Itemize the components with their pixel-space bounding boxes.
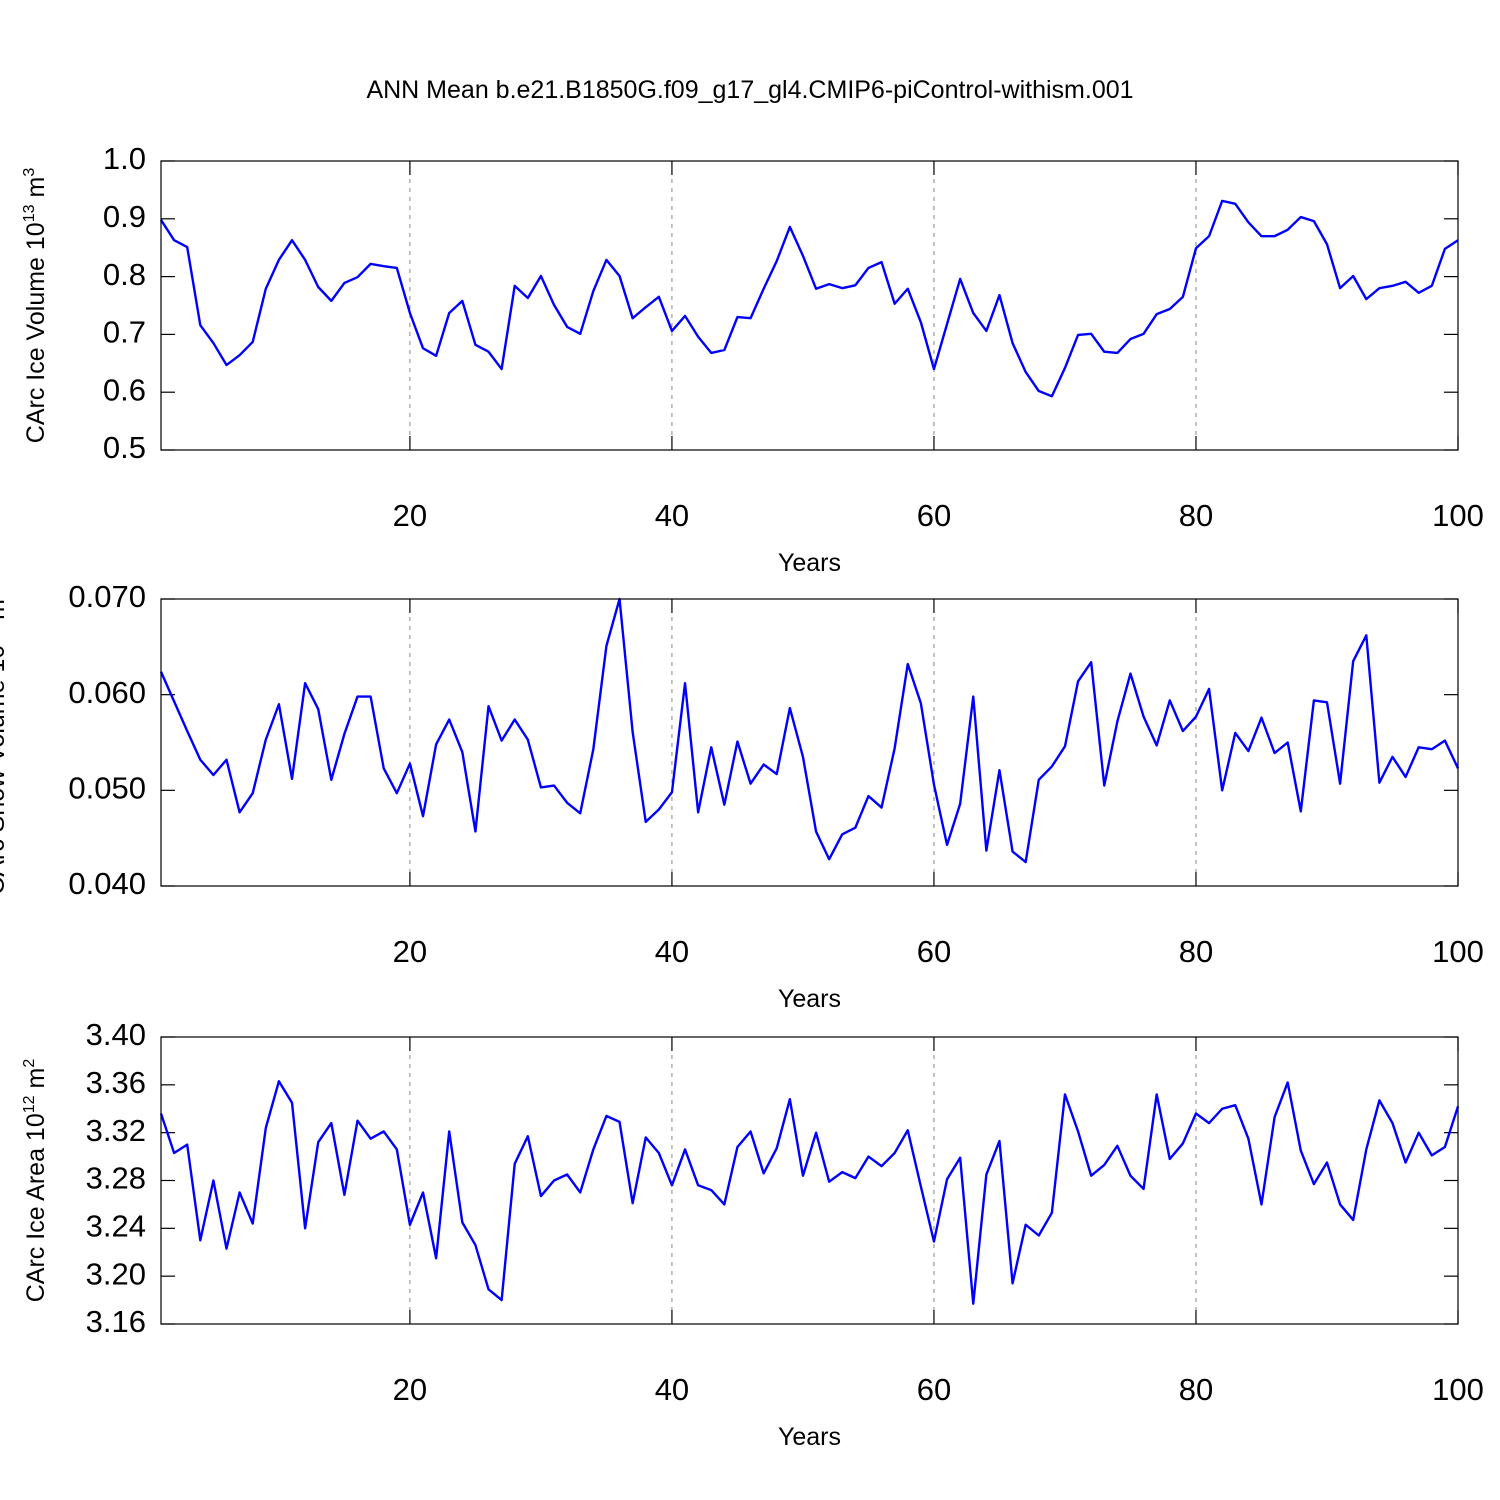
- x-axis-label: Years: [778, 1423, 841, 1451]
- y-tick-label: 3.32: [86, 1113, 146, 1148]
- y-tick-label: 0.6: [103, 372, 146, 407]
- data-line: [159, 1080, 1460, 1305]
- y-axis-label-part: CArc Ice Volume 10: [22, 222, 50, 443]
- y-axis-label-exponent: 3: [21, 168, 38, 177]
- x-tick-label: 60: [917, 498, 951, 533]
- y-tick-label: 0.5: [103, 430, 146, 465]
- y-axis-label: CArc Snow Volume 1013m3: [0, 590, 10, 895]
- x-axis-label: Years: [778, 985, 841, 1013]
- y-tick-label: 0.040: [68, 866, 146, 901]
- y-axis-label-exponent: 12: [21, 1095, 38, 1113]
- x-tick-label: 100: [1432, 498, 1484, 533]
- y-tick-label: 0.7: [103, 315, 146, 350]
- plot-frame: [160, 1036, 1459, 1325]
- y-axis-label-part: CArc Snow Volume 10: [0, 645, 10, 895]
- plot-frame: [160, 160, 1459, 451]
- y-tick-label: 1.0: [103, 141, 146, 176]
- figure-title: ANN Mean b.e21.B1850G.f09_g17_gl4.CMIP6-…: [366, 76, 1133, 104]
- y-tick-label: 3.16: [86, 1304, 146, 1339]
- x-tick-label: 100: [1432, 1372, 1484, 1407]
- y-axis-label-part: CArc Ice Area 10: [22, 1113, 50, 1302]
- data-line: [159, 597, 1460, 864]
- y-tick-label: 0.050: [68, 771, 146, 806]
- y-tick-label: 0.8: [103, 257, 146, 292]
- y-tick-label: 0.070: [68, 579, 146, 614]
- y-tick-label: 0.9: [103, 199, 146, 234]
- x-tick-label: 60: [917, 934, 951, 969]
- y-axis-label-part: m: [22, 1068, 50, 1089]
- x-tick-label: 40: [655, 934, 689, 969]
- x-tick-label: 80: [1179, 498, 1213, 533]
- x-axis-label: Years: [778, 549, 841, 577]
- plot-frame: [160, 598, 1459, 887]
- y-tick-label: 3.40: [86, 1017, 146, 1052]
- y-axis-label-part: m: [22, 177, 50, 198]
- x-tick-label: 40: [655, 498, 689, 533]
- x-tick-label: 80: [1179, 1372, 1213, 1407]
- y-axis-label-exponent: 13: [21, 204, 38, 222]
- x-tick-label: 20: [393, 498, 427, 533]
- y-tick-label: 3.36: [86, 1065, 146, 1100]
- y-axis-label: CArc Ice Volume 1013 m3: [21, 168, 50, 444]
- x-tick-label: 60: [917, 1372, 951, 1407]
- y-axis-label-exponent: 2: [21, 1059, 38, 1068]
- data-line: [159, 199, 1459, 398]
- y-axis-label-part: m: [0, 599, 10, 620]
- y-tick-label: 3.24: [86, 1209, 146, 1244]
- x-tick-label: 80: [1179, 934, 1213, 969]
- x-tick-label: 20: [393, 1372, 427, 1407]
- x-tick-label: 20: [393, 934, 427, 969]
- x-tick-label: 40: [655, 1372, 689, 1407]
- x-tick-label: 100: [1432, 934, 1484, 969]
- y-axis-label: CArc Ice Area 1012 m2: [21, 1059, 50, 1303]
- y-tick-label: 3.28: [86, 1161, 146, 1196]
- y-tick-label: 3.20: [86, 1256, 146, 1291]
- y-tick-label: 0.060: [68, 675, 146, 710]
